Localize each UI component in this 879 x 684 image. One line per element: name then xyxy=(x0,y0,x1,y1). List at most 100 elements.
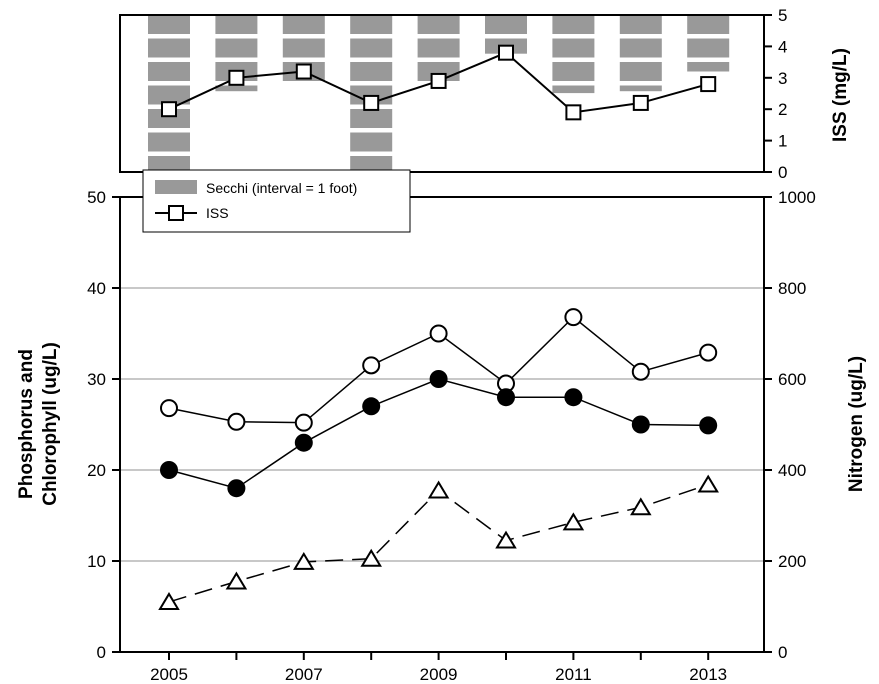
iss-axis-title: ISS (mg/L) xyxy=(830,48,851,142)
right-tick-label: 600 xyxy=(778,370,806,389)
secchi-bar-segment xyxy=(148,62,190,81)
open-circle-marker xyxy=(227,412,246,431)
filled-circle-marker xyxy=(497,388,515,407)
legend-iss-marker xyxy=(168,205,184,221)
left-tick-label: 40 xyxy=(87,279,106,298)
top-panel-frame xyxy=(119,14,765,173)
secchi-bar-segment xyxy=(215,15,258,34)
iss-marker xyxy=(295,63,312,80)
triangle-marker xyxy=(225,571,248,590)
triangle-marker xyxy=(427,480,450,499)
secchi-bar-segment xyxy=(552,15,595,34)
x-tick-label: 2005 xyxy=(150,665,188,684)
left-tick-label: 20 xyxy=(87,461,106,480)
secchi-bar-segment xyxy=(552,62,595,81)
left-tick-label: 50 xyxy=(87,188,106,207)
right-tick-label: 200 xyxy=(778,552,806,571)
x-tick-label: 2009 xyxy=(420,665,458,684)
bottom-panel-grid xyxy=(120,287,764,562)
x-tick-label: 2013 xyxy=(689,665,727,684)
iss-tick-label: 0 xyxy=(778,163,787,182)
iss-marker xyxy=(700,76,717,93)
filled-circle-marker xyxy=(294,433,313,452)
filled-circle-marker xyxy=(631,415,650,434)
right-tick-label: 800 xyxy=(778,279,806,298)
secchi-bar-segment xyxy=(417,15,460,34)
iss-tick-label: 3 xyxy=(778,69,787,88)
secchi-bar-segment xyxy=(282,15,325,34)
iss-marker xyxy=(363,94,380,111)
triangle-marker xyxy=(495,530,517,549)
secchi-bar-segment xyxy=(417,38,460,58)
iss-tick-label: 1 xyxy=(778,132,787,151)
secchi-bar-segment xyxy=(552,85,595,94)
x-tick-label: 2007 xyxy=(285,665,323,684)
bottom-panel-frame xyxy=(119,196,765,653)
filled-circle-marker xyxy=(362,397,381,416)
open-circle-marker xyxy=(294,413,313,432)
iss-marker xyxy=(498,44,514,61)
secchi-bar-segment xyxy=(350,62,393,81)
secchi-bar-segment xyxy=(148,109,190,128)
open-circle-marker xyxy=(362,356,381,375)
secchi-bar-segment xyxy=(148,38,190,58)
legend-secchi-swatch xyxy=(155,180,197,194)
secchi-bar-segment xyxy=(215,38,258,58)
right-tick-label: 0 xyxy=(778,643,787,662)
secchi-bar-segment xyxy=(350,109,393,128)
right-axis: 0 200 400 600 800 1000 xyxy=(764,188,816,662)
secchi-bar-segment xyxy=(619,38,662,58)
iss-marker xyxy=(632,94,649,111)
x-tick-label: 2011 xyxy=(555,665,592,684)
triangle-marker xyxy=(697,474,719,493)
legend-iss-label: ISS xyxy=(206,205,229,221)
secchi-bar-segment xyxy=(148,85,190,105)
nitrogen-axis-title: Nitrogen (ug/L) xyxy=(846,356,867,492)
filled-circle-marker xyxy=(564,388,583,407)
triangle-marker xyxy=(562,512,585,531)
iss-marker xyxy=(228,69,245,86)
left-tick-label: 30 xyxy=(87,370,106,389)
open-circle-marker xyxy=(564,308,583,327)
iss-tick-label: 4 xyxy=(778,37,787,56)
iss-series xyxy=(161,44,717,121)
secchi-bar-segment xyxy=(687,38,730,58)
iss-marker xyxy=(161,101,177,118)
triangle-marker xyxy=(293,551,315,570)
filled-circle-marker xyxy=(429,370,448,388)
triangle-marker xyxy=(158,592,180,610)
filled-circle-marker xyxy=(699,416,718,435)
open-circle-marker xyxy=(429,324,448,343)
legend-secchi-label: Secchi (interval = 1 foot) xyxy=(206,180,357,196)
secchi-bar-segment xyxy=(619,15,662,34)
triangle-marker xyxy=(630,497,652,516)
secchi-bar-segment xyxy=(687,15,730,34)
top-right-axis: 0 1 2 3 4 5 xyxy=(764,6,787,182)
iss-tick-label: 5 xyxy=(778,6,787,25)
right-tick-label: 1000 xyxy=(778,188,816,207)
secchi-bar-segment xyxy=(619,62,662,81)
filled-circle-marker xyxy=(227,479,246,498)
secchi-bar-segment xyxy=(552,38,595,58)
open-circle-marker xyxy=(160,399,178,418)
secchi-bar-segment xyxy=(350,38,393,58)
open-circle-marker xyxy=(631,362,650,381)
left-tick-label: 0 xyxy=(97,643,106,662)
secchi-bar-segment xyxy=(282,38,325,58)
triangle-marker xyxy=(360,548,382,567)
left-axis: 0 10 20 30 40 50 xyxy=(87,188,120,662)
left-axis-title-line2: Chlorophyll (ug/L) xyxy=(40,342,61,506)
secchi-bar-segment xyxy=(619,85,662,92)
secchi-bar-segment xyxy=(148,132,190,152)
x-axis: 2005 2007 2009 2011 2013 xyxy=(150,652,727,684)
filled-circle-marker xyxy=(160,461,178,479)
bottom-series xyxy=(158,308,719,610)
secchi-bar-segment xyxy=(687,62,730,72)
iss-tick-label: 2 xyxy=(778,100,787,119)
iss-marker xyxy=(565,104,582,121)
right-tick-label: 400 xyxy=(778,461,806,480)
triangle-line xyxy=(168,483,709,603)
secchi-bar-segment xyxy=(350,15,393,34)
legend: Secchi (interval = 1 foot) ISS xyxy=(142,169,411,233)
